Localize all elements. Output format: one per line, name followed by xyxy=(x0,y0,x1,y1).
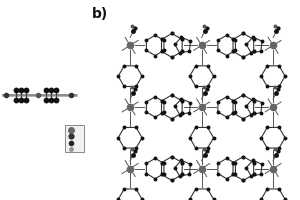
Text: b): b) xyxy=(92,7,108,21)
FancyBboxPatch shape xyxy=(65,125,84,152)
